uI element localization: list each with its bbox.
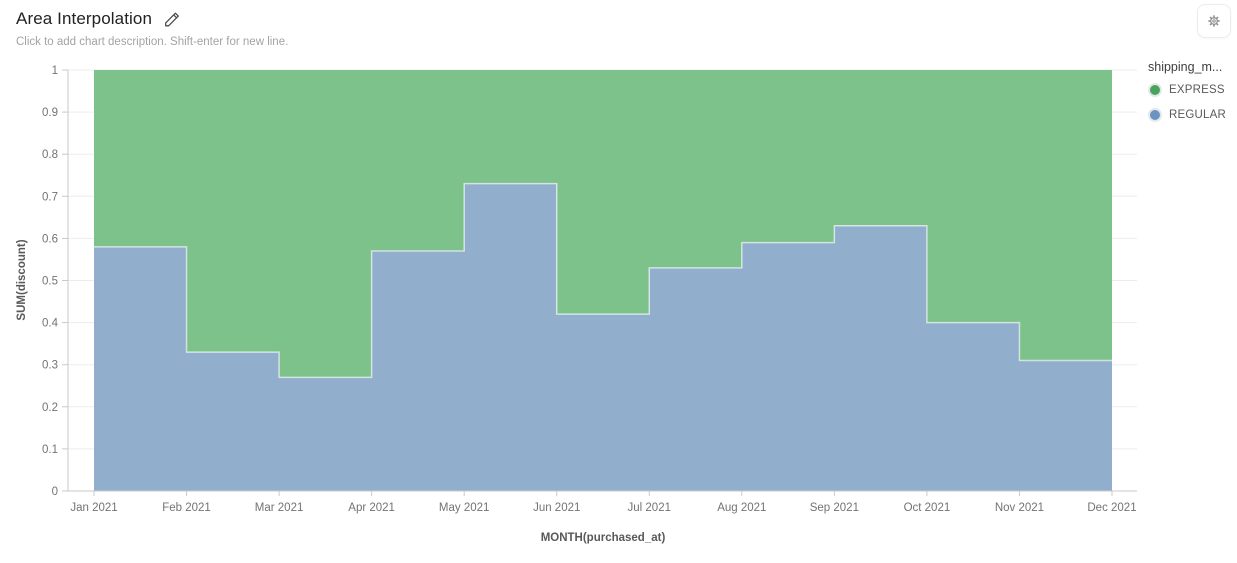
- x-tick-label: Jun 2021: [533, 502, 580, 514]
- chart-description-placeholder[interactable]: Click to add chart description. Shift-en…: [16, 36, 289, 48]
- page-title[interactable]: Area Interpolation: [16, 9, 152, 28]
- legend-item-regular[interactable]: REGULAR: [1148, 108, 1234, 122]
- gear-icon: [1203, 10, 1225, 32]
- x-axis-ticks: Jan 2021 Feb 2021 Mar 2021 Apr 2021 May 2021…: [70, 491, 1137, 514]
- y-tick-label: 1: [52, 65, 58, 77]
- y-axis-title: SUM(discount): [16, 239, 28, 320]
- pencil-icon: [162, 10, 180, 28]
- y-tick-label: 0.4: [42, 318, 59, 330]
- x-axis-title: MONTH(purchased_at): [541, 532, 666, 544]
- y-tick-label: 0: [52, 486, 58, 498]
- legend: shipping_m... EXPRESS REGULAR: [1148, 60, 1234, 133]
- legend-item-express[interactable]: EXPRESS: [1148, 83, 1234, 97]
- x-tick-label: Jul 2021: [628, 502, 671, 514]
- x-tick-label: May 2021: [439, 502, 490, 514]
- area-series-regular[interactable]: [94, 183, 1112, 492]
- x-tick-label: Dec 2021: [1087, 502, 1136, 514]
- settings-button[interactable]: [1197, 4, 1231, 38]
- area-series-express[interactable]: [94, 70, 1112, 378]
- x-tick-label: Feb 2021: [162, 502, 211, 514]
- legend-swatch-express: [1148, 83, 1162, 97]
- x-tick-label: Sep 2021: [810, 502, 859, 514]
- y-tick-label: 0.1: [42, 444, 58, 456]
- y-axis-ticks: 0 0.1 0.2 0.3 0.4 0.5 0.6 0.7 0.8 0.9 1: [42, 65, 68, 498]
- y-tick-label: 0.7: [42, 191, 58, 203]
- series-boundary-line: [94, 182, 1112, 379]
- legend-item-label: REGULAR: [1169, 109, 1226, 121]
- y-tick-label: 0.5: [42, 276, 58, 288]
- x-tick-label: Oct 2021: [904, 502, 951, 514]
- legend-swatch-regular: [1148, 108, 1162, 122]
- y-tick-label: 0.3: [42, 360, 58, 372]
- x-tick-label: Mar 2021: [255, 502, 304, 514]
- x-tick-label: Aug 2021: [717, 502, 766, 514]
- y-tick-label: 0.9: [42, 107, 58, 119]
- header: Area Interpolation Click to add chart de…: [16, 8, 288, 48]
- x-tick-label: Jan 2021: [70, 502, 117, 514]
- x-tick-label: Nov 2021: [995, 502, 1044, 514]
- y-tick-label: 0.6: [42, 233, 58, 245]
- x-tick-label: Apr 2021: [348, 502, 395, 514]
- y-tick-label: 0.8: [42, 149, 58, 161]
- legend-item-label: EXPRESS: [1169, 84, 1225, 96]
- edit-title-button[interactable]: [160, 8, 182, 30]
- y-tick-label: 0.2: [42, 402, 58, 414]
- legend-title: shipping_m...: [1148, 60, 1223, 74]
